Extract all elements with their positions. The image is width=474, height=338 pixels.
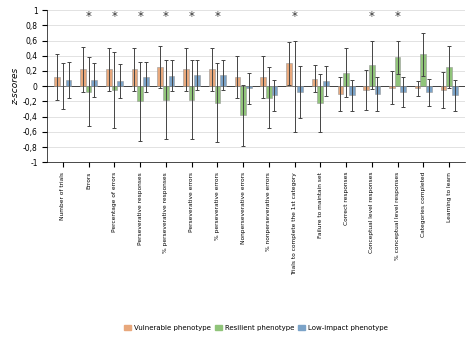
Bar [169, 76, 174, 86]
Bar [117, 81, 123, 86]
Text: *: * [369, 10, 375, 23]
Y-axis label: z-scores: z-scores [11, 68, 20, 105]
Bar [395, 57, 401, 86]
Bar [91, 80, 97, 86]
Bar [426, 86, 432, 92]
Bar [420, 54, 426, 86]
Bar [349, 86, 355, 95]
Bar [297, 86, 303, 92]
Bar [106, 70, 111, 86]
Text: *: * [111, 10, 117, 23]
Bar [323, 81, 329, 86]
Bar [132, 70, 137, 86]
Bar [266, 86, 272, 98]
Text: *: * [214, 10, 220, 23]
Text: *: * [395, 10, 401, 23]
Bar [401, 86, 406, 92]
Bar [163, 86, 169, 100]
Bar [86, 86, 91, 92]
Bar [389, 86, 395, 88]
Text: *: * [292, 10, 298, 23]
Bar [415, 86, 420, 89]
Bar [374, 86, 380, 94]
Bar [235, 77, 240, 86]
Bar [183, 70, 189, 86]
Bar [240, 86, 246, 115]
Bar [286, 64, 292, 86]
Bar [66, 80, 72, 86]
Bar [318, 86, 323, 103]
Bar [446, 67, 452, 86]
Bar [143, 77, 148, 86]
Bar [157, 67, 163, 86]
Text: *: * [189, 10, 194, 23]
Bar [369, 65, 374, 86]
Bar [80, 70, 86, 86]
Bar [194, 75, 200, 86]
Bar [246, 86, 252, 89]
Text: *: * [163, 10, 169, 23]
Bar [137, 86, 143, 101]
Bar [260, 77, 266, 86]
Bar [343, 72, 349, 86]
Bar [220, 75, 226, 86]
Text: *: * [137, 10, 143, 23]
Bar [440, 86, 446, 90]
Bar [209, 70, 215, 86]
Bar [312, 78, 318, 86]
Legend: Vulnerable phenotype, Resilient phenotype, Low-impact phenotype: Vulnerable phenotype, Resilient phenotyp… [121, 322, 391, 334]
Bar [337, 86, 343, 94]
Bar [272, 86, 277, 95]
Bar [215, 86, 220, 103]
Text: *: * [86, 10, 91, 23]
Bar [452, 86, 457, 95]
Bar [364, 86, 369, 90]
Bar [189, 86, 194, 100]
Bar [55, 77, 60, 86]
Bar [111, 86, 117, 90]
